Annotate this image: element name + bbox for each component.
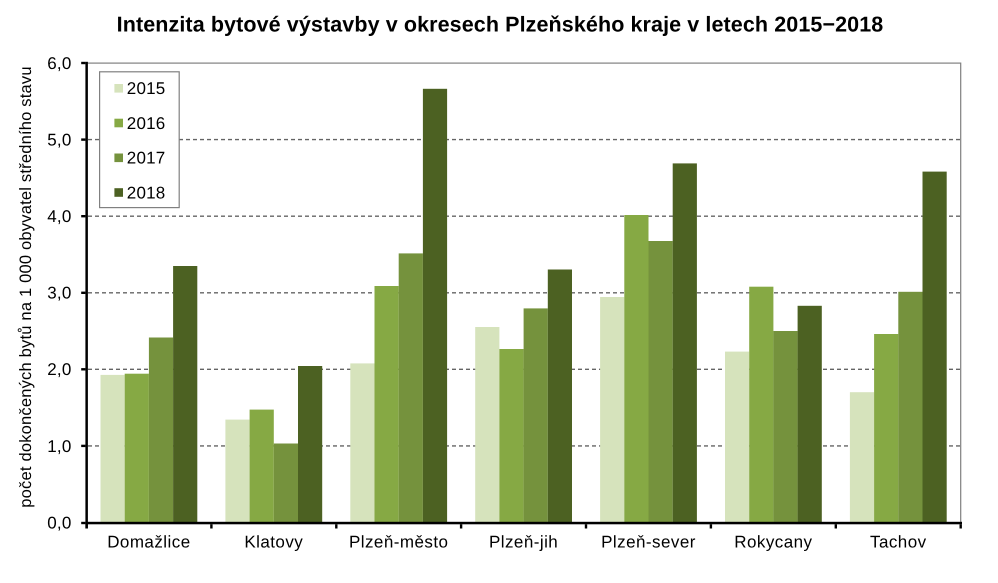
svg-text:počet dokončených bytů na 1 00: počet dokončených bytů na 1 000 obyvatel… <box>17 66 35 507</box>
svg-text:2015: 2015 <box>127 79 166 98</box>
svg-text:2018: 2018 <box>127 183 166 202</box>
svg-text:6,0: 6,0 <box>47 54 71 73</box>
svg-text:Plzeň-jih: Plzeň-jih <box>489 532 558 551</box>
svg-text:Domažlice: Domažlice <box>107 532 190 551</box>
svg-text:1,0: 1,0 <box>47 437 71 456</box>
svg-text:Intenzita bytové výstavby v ok: Intenzita bytové výstavby v okresech Plz… <box>117 12 884 36</box>
svg-text:4,0: 4,0 <box>47 207 71 226</box>
svg-text:3,0: 3,0 <box>47 284 71 303</box>
svg-text:Tachov: Tachov <box>870 532 927 551</box>
svg-text:2017: 2017 <box>127 149 166 168</box>
svg-text:2016: 2016 <box>127 114 166 133</box>
svg-text:Klatovy: Klatovy <box>244 532 303 551</box>
svg-text:5,0: 5,0 <box>47 131 71 150</box>
svg-text:Rokycany: Rokycany <box>734 532 812 551</box>
svg-text:0,0: 0,0 <box>47 513 71 532</box>
svg-text:2,0: 2,0 <box>47 360 71 379</box>
svg-text:Plzeň-město: Plzeň-město <box>349 532 448 551</box>
svg-text:Plzeň-sever: Plzeň-sever <box>601 532 696 551</box>
